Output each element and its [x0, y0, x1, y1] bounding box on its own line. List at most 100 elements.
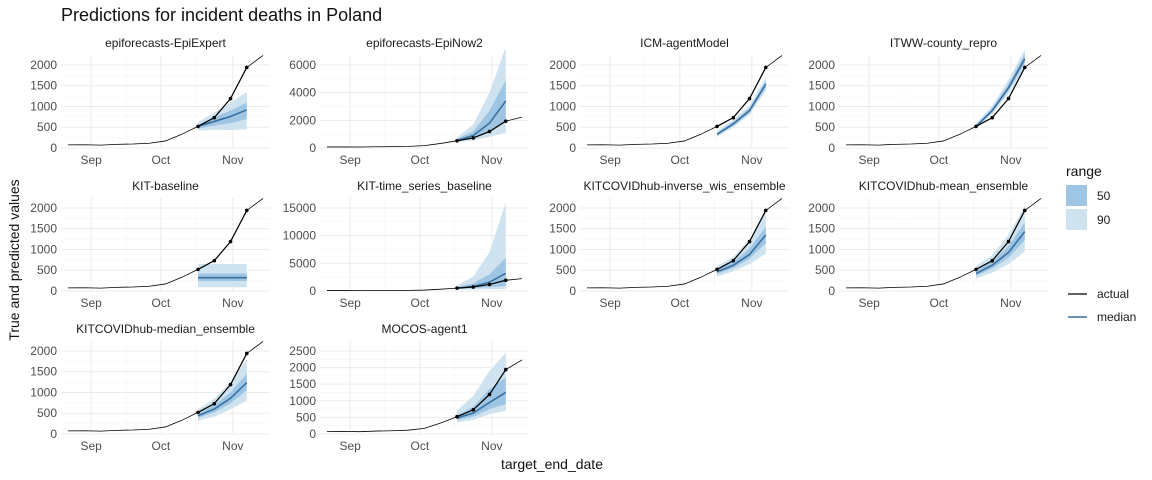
y-tick-label: 0 — [309, 427, 316, 441]
actual-point — [471, 407, 476, 412]
y-tick-label: 0 — [569, 284, 576, 298]
y-tick-label: 1000 — [30, 385, 57, 399]
y-tick-label: 2000 — [289, 113, 316, 127]
x-tick-label: Sep — [81, 153, 103, 167]
y-tick-label: 2500 — [289, 344, 316, 358]
actual-line-observed — [456, 369, 507, 418]
y-tick-label: 5000 — [289, 256, 316, 270]
y-tick-label: 1500 — [808, 222, 835, 236]
y-tick-label: 0 — [309, 284, 316, 298]
legend: range 50 90 actual median — [1066, 163, 1136, 324]
actual-point — [731, 115, 736, 120]
y-tick-label: 0 — [828, 284, 835, 298]
x-axis-title: target_end_date — [501, 456, 603, 472]
actual-point — [990, 115, 995, 120]
actual-point — [244, 208, 249, 213]
y-tick-label: 1000 — [549, 99, 576, 113]
x-tick-label: Sep — [340, 439, 362, 453]
actual-line — [845, 55, 1042, 146]
actual-point — [503, 278, 508, 283]
panel-title: epiforecasts-EpiNow2 — [366, 36, 483, 50]
y-tick-label: 500 — [556, 120, 576, 134]
y-tick-label: 2000 — [549, 58, 576, 72]
x-tick-label: Nov — [741, 153, 762, 167]
y-tick-label: 10000 — [283, 229, 317, 243]
actual-point — [503, 119, 508, 123]
y-tick-label: 2000 — [30, 201, 57, 215]
y-tick-label: 1500 — [30, 222, 57, 236]
actual-point — [503, 367, 508, 372]
panel-epiforecasts-EpiExpert: epiforecasts-EpiExpert 0 500 1000 1500 2000 Se… — [30, 36, 270, 167]
x-tick-label: Oct — [671, 153, 690, 167]
y-tick-label: 1500 — [808, 79, 835, 93]
actual-point — [196, 124, 200, 129]
y-tick-label: 6000 — [289, 58, 316, 72]
panel-title: KITCOVIDhub-inverse_wis_ensemble — [583, 179, 785, 193]
actual-point — [487, 392, 492, 397]
actual-line-observed — [716, 67, 767, 127]
y-tick-label: 1000 — [289, 394, 316, 408]
y-tick-label: 500 — [37, 263, 57, 277]
actual-point — [212, 401, 217, 406]
actual-point — [244, 65, 249, 70]
x-tick-label: Oct — [671, 296, 690, 310]
legend-range-title: range — [1066, 163, 1102, 179]
median-line — [716, 83, 767, 135]
panel-title: MOCOS-agent1 — [381, 322, 467, 336]
actual-point — [244, 351, 249, 356]
actual-point — [747, 239, 752, 244]
actual-point — [455, 414, 459, 419]
band-90 — [717, 77, 766, 137]
y-axis-title: True and predicted values — [6, 179, 22, 340]
panel-title: KIT-baseline — [132, 179, 199, 193]
panel-title: ITWW-county_repro — [890, 36, 997, 50]
band-50 — [717, 80, 766, 136]
band-90 — [976, 205, 1025, 279]
y-tick-label: 2000 — [289, 361, 316, 375]
y-tick-label: 0 — [569, 141, 576, 155]
panel-ICM-agentModel: ICM-agentModel 0 500 1000 1500 2000 Sep Oct Nov — [549, 36, 789, 167]
x-tick-label: Nov — [1000, 153, 1021, 167]
band-90 — [457, 202, 506, 290]
actual-line-observed — [975, 210, 1026, 270]
legend-key-90 — [1066, 209, 1087, 230]
y-tick-label: 0 — [828, 141, 835, 155]
x-tick-label: Nov — [741, 296, 762, 310]
y-tick-label: 2000 — [808, 201, 835, 215]
x-tick-label: Oct — [930, 296, 949, 310]
panels-group: epiforecasts-EpiExpert 0 500 1000 1500 2000 Se… — [30, 36, 1048, 453]
actual-line-observed — [456, 279, 506, 289]
panel-ITWW-county_repro: ITWW-county_repro 0 500 1000 1500 2000 Sep Oct N… — [808, 36, 1048, 167]
actual-point — [487, 129, 492, 134]
actual-point — [747, 96, 752, 101]
actual-point — [455, 139, 459, 143]
y-tick-label: 500 — [296, 410, 316, 424]
x-tick-label: Nov — [481, 153, 502, 167]
y-tick-label: 1000 — [808, 99, 835, 113]
legend-label-actual: actual — [1097, 287, 1129, 301]
y-tick-label: 2000 — [549, 201, 576, 215]
y-tick-label: 500 — [815, 120, 835, 134]
actual-point — [228, 239, 233, 244]
actual-line-observed — [197, 67, 248, 127]
x-tick-label: Nov — [222, 296, 243, 310]
y-tick-label: 4000 — [289, 86, 316, 100]
band-50 — [457, 80, 506, 142]
panel-title: KITCOVIDhub-mean_ensemble — [859, 179, 1029, 193]
actual-point — [228, 96, 233, 101]
actual-point — [763, 65, 768, 70]
panel-KITCOVIDhub-median_ensemble: KITCOVIDhub-median_ensemble 0 500 1000 1500 2… — [30, 322, 270, 453]
actual-point — [228, 382, 233, 387]
y-tick-label: 0 — [309, 141, 316, 155]
y-tick-label: 2000 — [30, 344, 57, 358]
actual-line-observed — [975, 67, 1026, 127]
x-tick-label: Sep — [600, 296, 622, 310]
actual-line-observed — [197, 353, 248, 413]
actual-point — [715, 124, 719, 129]
legend-label-90: 90 — [1097, 213, 1111, 227]
median-line — [197, 109, 248, 128]
actual-point — [990, 258, 995, 263]
x-tick-label: Nov — [222, 153, 243, 167]
y-tick-label: 1000 — [30, 99, 57, 113]
